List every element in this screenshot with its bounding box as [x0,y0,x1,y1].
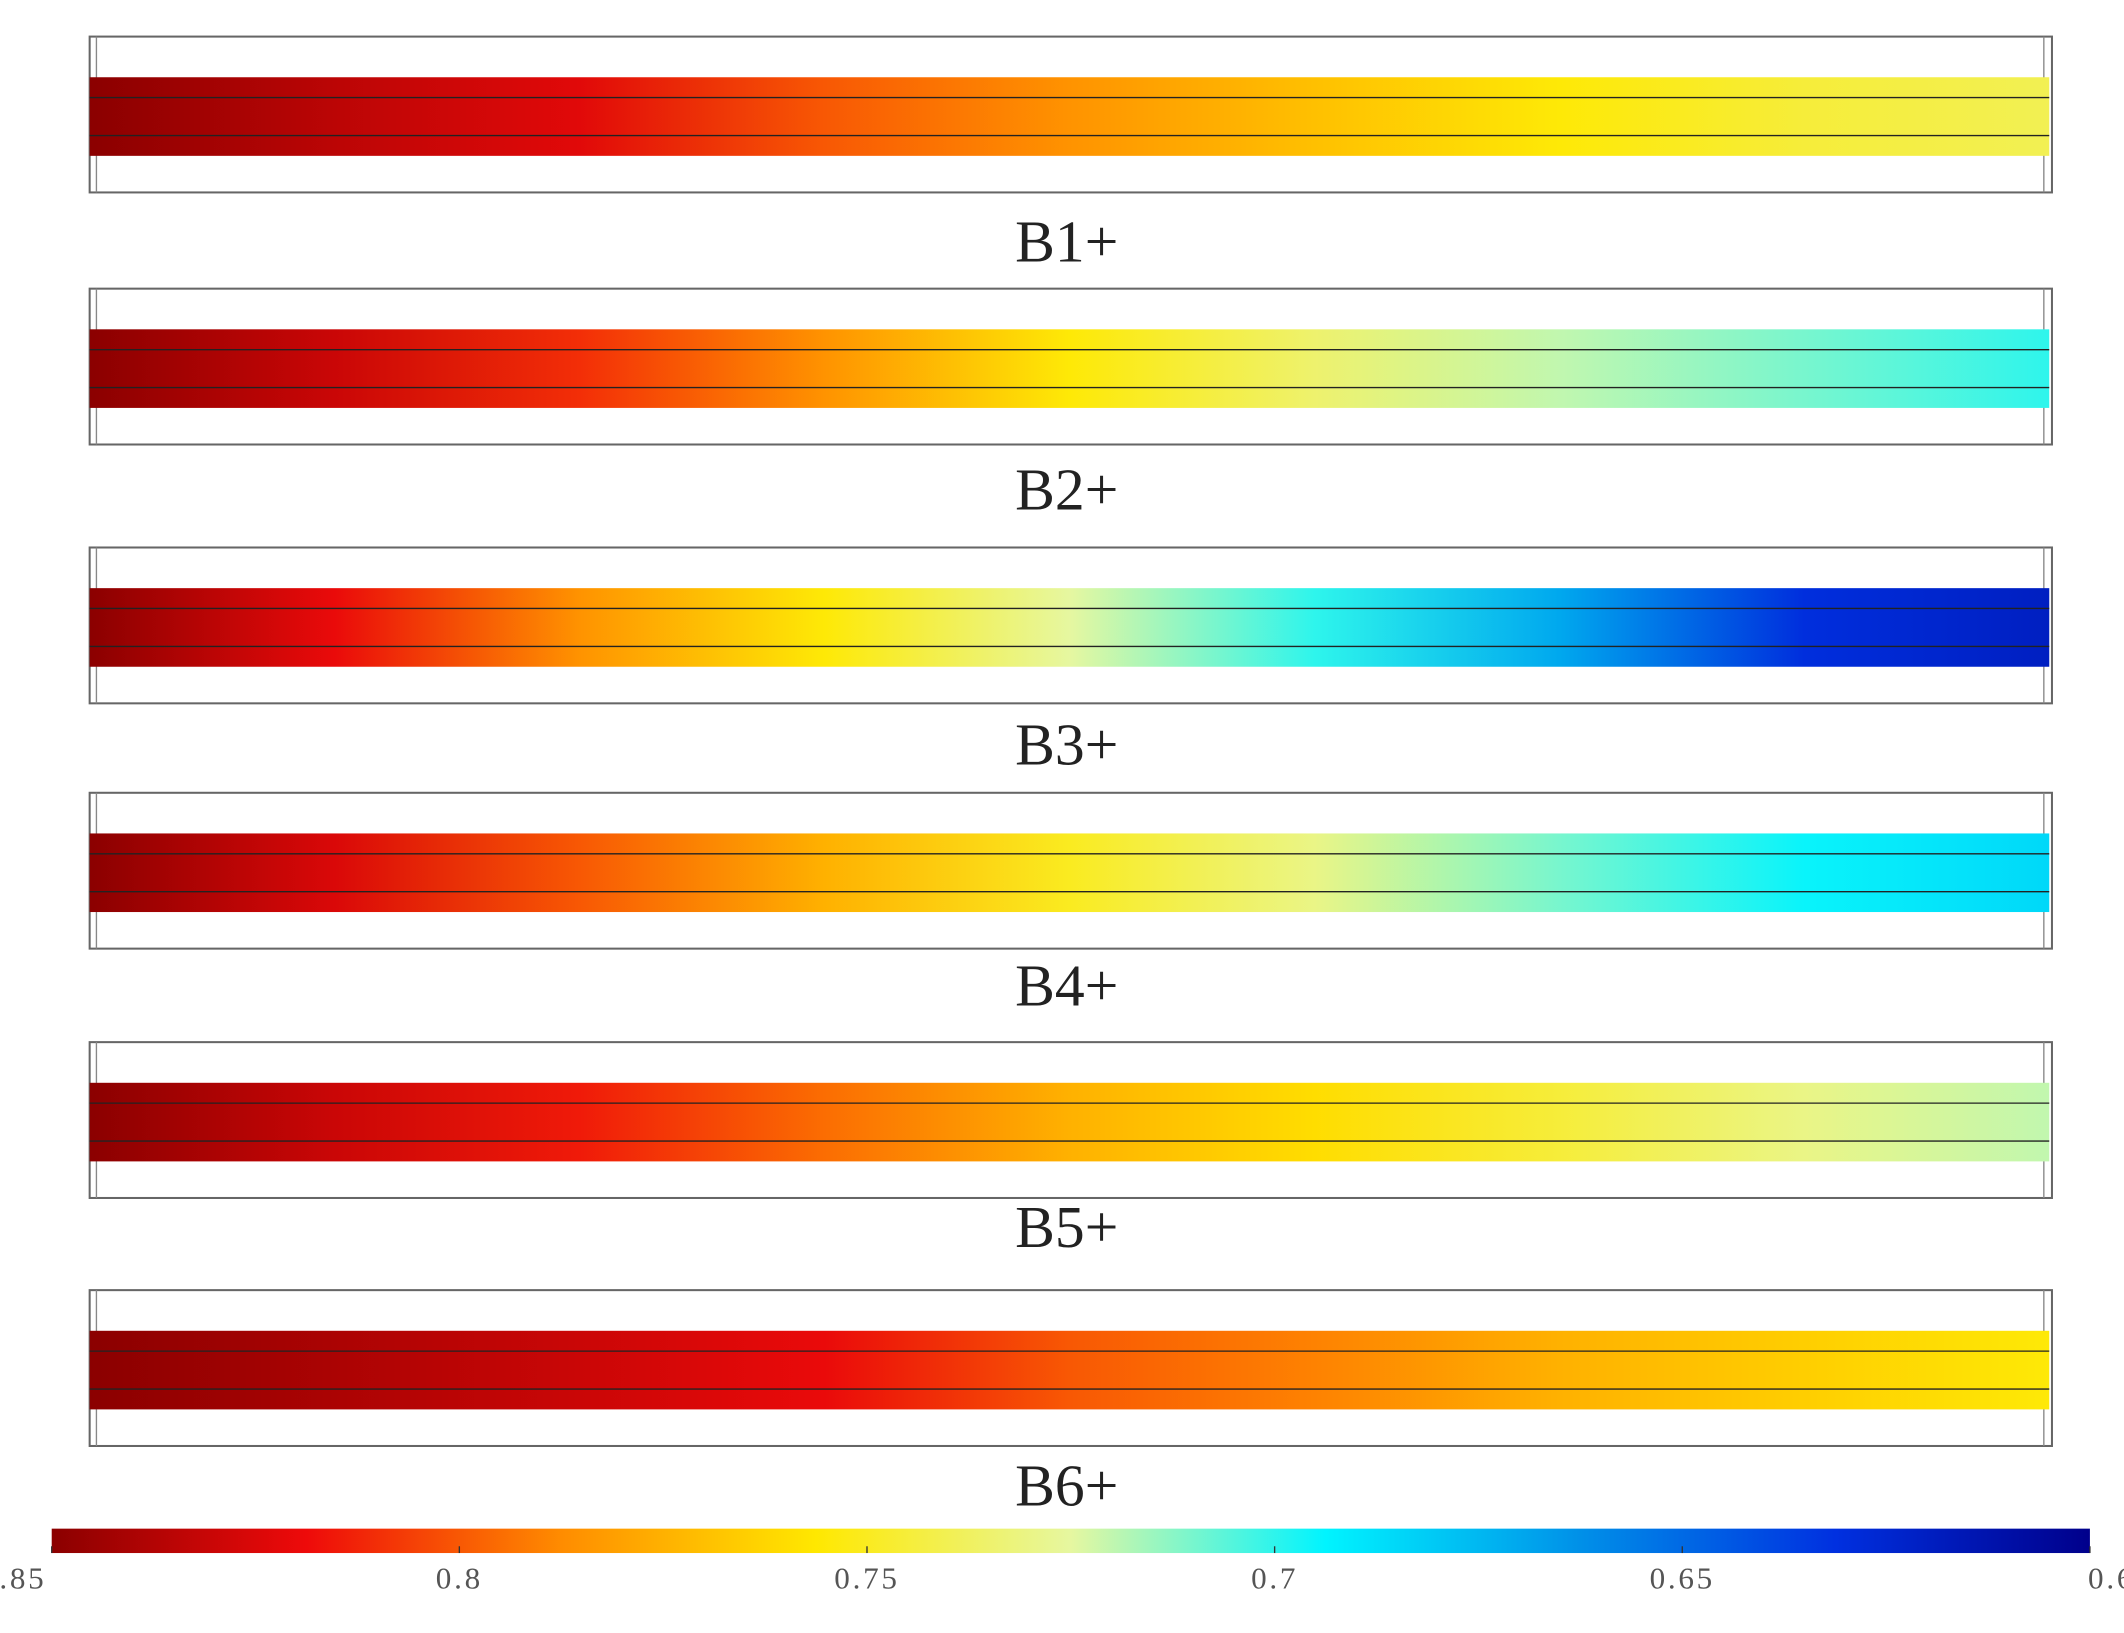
colorbar-tick-label: 0.6 [2088,1561,2124,1596]
field-strip [89,77,2050,156]
panel-label: B4+ [1015,953,1118,1019]
colorbar-tick-label: 0.8 [436,1561,483,1596]
colorbar [51,1528,2090,1554]
colorbar-tick-label: 0.85 [0,1561,46,1596]
colorbar-tick-label: 0.7 [1251,1561,1298,1596]
field-strip [89,1082,2050,1162]
panel-label: B5+ [1015,1194,1118,1260]
panel-label: B6+ [1015,1453,1118,1519]
field-strip [89,329,2050,408]
field-strip [89,833,2050,913]
colorbar-tick-label: 0.65 [1650,1561,1715,1596]
panel-label: B1+ [1015,209,1118,275]
colorbar-tick-label: 0.75 [834,1561,899,1596]
field-strip [89,1330,2050,1410]
field-strip [89,588,2050,667]
panel-label: B2+ [1015,457,1118,523]
panel-label: B3+ [1015,711,1118,777]
